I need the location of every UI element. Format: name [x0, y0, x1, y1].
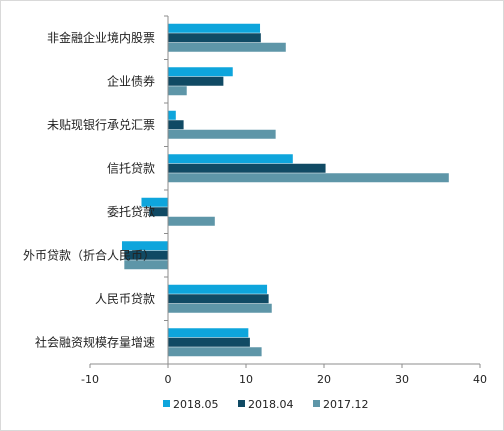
category-label-5: 委托贷款 [107, 205, 155, 219]
legend-swatch-3 [313, 400, 320, 407]
bar-3-series-2 [168, 120, 184, 130]
bar-6-series-1 [121, 241, 168, 251]
bar-2-series-2 [168, 76, 224, 86]
bar-7-series-1 [168, 284, 268, 294]
category-label-2: 企业债券 [107, 73, 155, 88]
category-label-4: 信托贷款 [107, 161, 155, 175]
bar-5-series-3 [168, 216, 215, 226]
bar-8-series-1 [168, 328, 249, 338]
bar-6-series-3 [124, 260, 168, 270]
category-label-8: 社会融资规模存量增速 [35, 334, 155, 349]
legend-label-2: 2018.04 [248, 398, 294, 411]
value-tick-label-1: -10 [81, 373, 99, 386]
legend-swatch-1 [163, 400, 170, 407]
bar-4-series-2 [168, 163, 326, 173]
bar-2-series-1 [168, 67, 233, 77]
bar-8-series-3 [168, 347, 262, 357]
bar-8-series-2 [168, 337, 250, 347]
category-label-1: 非金融企业境内股票 [47, 30, 155, 45]
bar-5-series-1 [141, 197, 168, 207]
value-tick-label-5: 30 [395, 373, 409, 386]
bar-1-series-3 [168, 42, 286, 52]
category-label-7: 人民币贷款 [95, 292, 155, 306]
bar-2-series-3 [168, 86, 187, 96]
category-label-6: 外币贷款（折合人民币） [23, 247, 155, 262]
value-tick-label-6: 40 [473, 373, 487, 386]
value-tick-label-4: 20 [317, 373, 331, 386]
value-tick-label-2: 0 [165, 373, 172, 386]
bar-6-series-2 [124, 250, 168, 260]
bar-7-series-3 [168, 303, 272, 313]
category-label-3: 未贴现银行承兑汇票 [47, 118, 155, 132]
bar-4-series-1 [168, 154, 293, 164]
legend-swatch-2 [238, 400, 245, 407]
legend-label-1: 2018.05 [173, 398, 219, 411]
bar-4-series-3 [168, 173, 449, 183]
bar-1-series-2 [168, 33, 261, 43]
bar-1-series-1 [168, 23, 261, 33]
bar-3-series-1 [168, 110, 176, 120]
legend-label-3: 2017.12 [323, 398, 369, 411]
bar-3-series-3 [168, 129, 276, 139]
bar-5-series-2 [149, 207, 168, 217]
value-tick-label-3: 10 [239, 373, 253, 386]
bar-7-series-2 [168, 294, 269, 304]
